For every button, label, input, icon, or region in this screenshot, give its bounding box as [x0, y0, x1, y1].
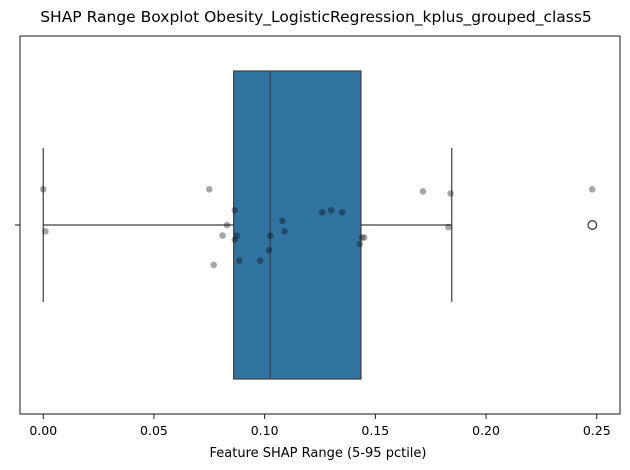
- x-tick-label: 0.25: [583, 423, 611, 438]
- box-group: [233, 70, 362, 380]
- strip-points: [39, 186, 596, 269]
- x-tick-label: 0.05: [140, 423, 168, 438]
- strip-point: [235, 257, 243, 265]
- strip-point: [223, 221, 231, 229]
- strip-point: [256, 257, 264, 265]
- outlier-point: [587, 220, 598, 230]
- strip-point: [266, 232, 274, 239]
- outliers: [587, 220, 598, 230]
- iqr-box: [233, 70, 362, 380]
- x-tick-label: 0.00: [29, 423, 57, 438]
- strip-point: [231, 207, 239, 214]
- x-tick-label: 0.10: [251, 423, 279, 438]
- strip-point: [231, 236, 239, 243]
- strip-point: [233, 232, 241, 239]
- whiskers: [42, 148, 453, 302]
- strip-point: [447, 190, 454, 197]
- strip-point: [338, 209, 346, 216]
- strip-point: [281, 228, 288, 235]
- strip-point: [265, 246, 273, 254]
- strip-point: [318, 209, 326, 216]
- strip-point: [42, 228, 49, 235]
- strip-point: [39, 186, 47, 193]
- strip-point: [360, 234, 368, 241]
- strip-point: [327, 207, 335, 214]
- strip-point: [445, 223, 452, 231]
- strip-point: [358, 234, 366, 241]
- x-tick-label: 0.20: [472, 423, 500, 438]
- strip-point: [589, 186, 596, 193]
- chart-title: SHAP Range Boxplot Obesity_LogisticRegre…: [40, 8, 592, 27]
- x-tick-label: 0.15: [361, 423, 389, 438]
- strip-point: [210, 261, 218, 269]
- x-axis-label: Feature SHAP Range (5-95 pctile): [210, 446, 427, 461]
- strip-point: [279, 217, 286, 225]
- strip-point: [419, 188, 427, 195]
- strip-point: [219, 232, 226, 239]
- strip-point: [205, 186, 213, 193]
- x-axis-ticks: 0.00 0.05 0.10 0.15 0.20 0.25: [29, 414, 611, 438]
- strip-point: [356, 240, 364, 248]
